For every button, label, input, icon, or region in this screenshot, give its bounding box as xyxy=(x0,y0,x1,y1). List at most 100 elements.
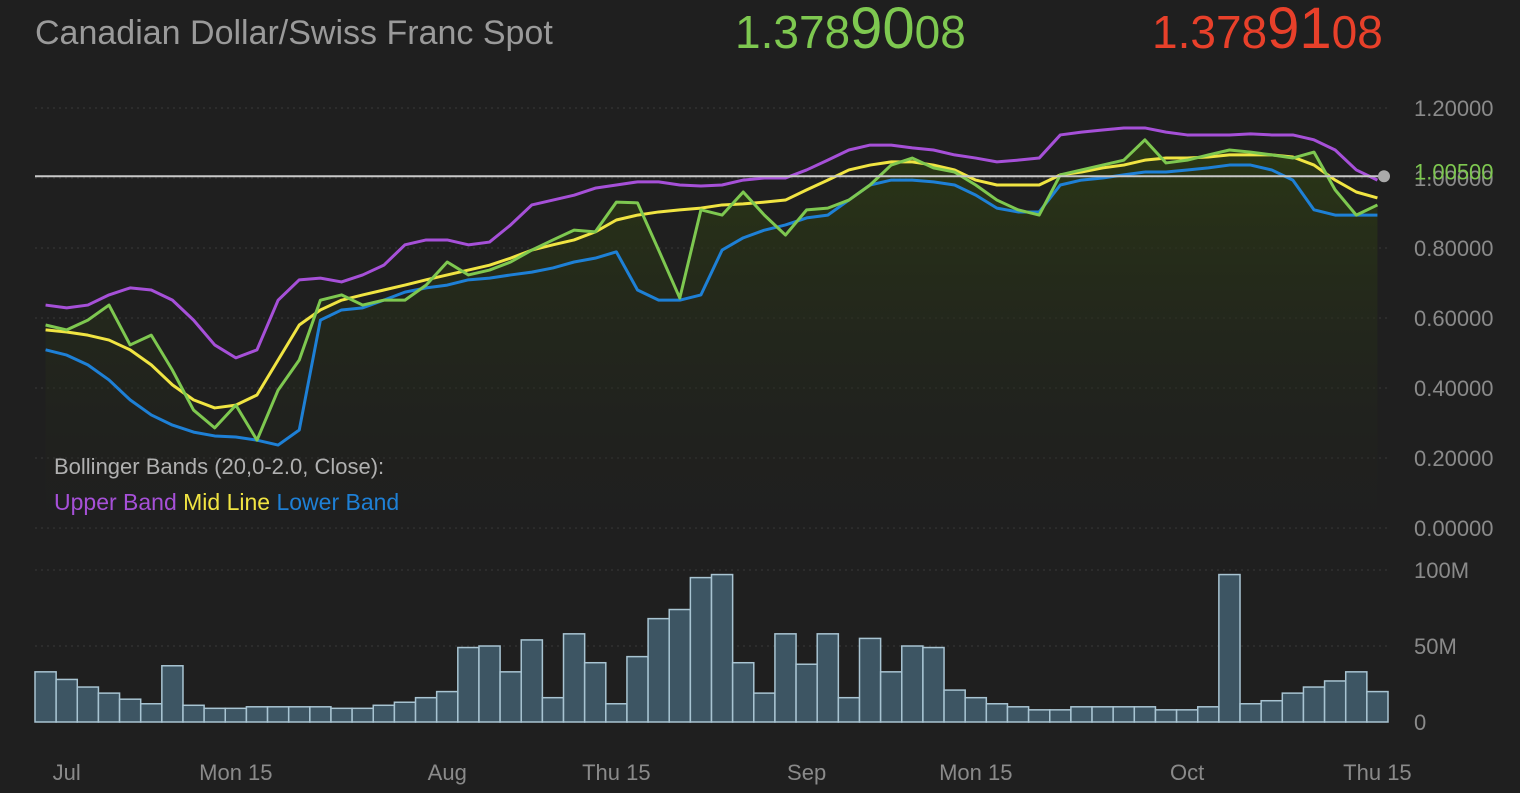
volume-bar xyxy=(224,707,248,723)
volume-bar xyxy=(1027,709,1051,723)
volume-bar xyxy=(795,663,818,723)
volume-bar xyxy=(985,703,1009,723)
volume-bar xyxy=(1112,706,1136,723)
volume-bar xyxy=(1049,709,1072,723)
x-tick-label: Thu 15 xyxy=(582,760,651,785)
x-tick-label: Oct xyxy=(1170,760,1204,785)
volume-bar xyxy=(34,671,57,723)
volume-bar xyxy=(562,633,586,723)
volume-bar xyxy=(457,646,480,723)
volume-bar xyxy=(647,617,670,723)
volume-bar xyxy=(1133,706,1157,723)
y-tick-label: 50M xyxy=(1414,634,1457,659)
x-tick-label: Mon 15 xyxy=(199,760,272,785)
volume-bar xyxy=(731,661,755,723)
legend: Upper Band Mid Line Lower Band xyxy=(54,489,399,515)
volume-bar xyxy=(245,706,269,723)
legend-entry: Lower Band xyxy=(276,489,399,515)
volume-bar xyxy=(520,639,544,723)
x-tick-label: Sep xyxy=(787,760,826,785)
y-tick-label: 0.00000 xyxy=(1414,516,1494,541)
last-price-dot xyxy=(1378,170,1390,183)
volume-bar xyxy=(858,637,882,723)
volume-bar xyxy=(1091,706,1114,723)
volume-bar xyxy=(1323,680,1347,723)
volume-bar xyxy=(393,701,417,723)
plot: 1.20000 1.00000 0.80000 0.60000 0.40000 0.200… xyxy=(34,96,1494,785)
volume-bar xyxy=(55,678,79,723)
volume-bar xyxy=(372,704,396,723)
volume-bar xyxy=(816,633,840,723)
volume-bar xyxy=(583,661,607,723)
volume-bar xyxy=(710,573,734,723)
x-tick-label: Mon 15 xyxy=(939,760,1012,785)
volume-bar xyxy=(1218,573,1241,723)
y-tick-label: 0.80000 xyxy=(1414,236,1494,261)
volume-bar xyxy=(76,686,100,723)
volume-bar xyxy=(478,645,501,723)
volume-bar xyxy=(922,646,945,723)
volume-bar xyxy=(879,671,903,723)
ask-suffix: 08 xyxy=(1332,6,1383,58)
last-price-label: 1.00500 xyxy=(1414,159,1494,184)
close-line xyxy=(45,138,1379,442)
volume-bar xyxy=(605,703,628,723)
volume-bar xyxy=(1154,709,1178,723)
volume-bar xyxy=(414,696,438,723)
x-tick-label: Thu 15 xyxy=(1343,760,1412,785)
x-tick-label: Jul xyxy=(53,760,81,785)
legend-entry: Mid Line xyxy=(183,489,270,515)
y-tick-label: 0 xyxy=(1414,710,1426,735)
volume-bar xyxy=(943,689,966,723)
volume-bar xyxy=(626,655,649,723)
volume-bar xyxy=(1239,703,1262,723)
volume-bar xyxy=(668,608,692,723)
band-line xyxy=(45,153,1378,410)
volume-bar xyxy=(287,706,311,723)
y-tick-label: 0.20000 xyxy=(1414,446,1494,471)
volume-bar xyxy=(330,707,353,723)
bid-price: 1.3789008 xyxy=(735,0,966,61)
ask-price: 1.3789108 xyxy=(1152,0,1383,61)
y-tick-label: 100M xyxy=(1414,558,1469,583)
volume-bar xyxy=(901,645,924,723)
y-tick-label: 0.40000 xyxy=(1414,376,1494,401)
volume-bar xyxy=(266,706,290,723)
y-tick-label: 1.20000 xyxy=(1414,96,1494,121)
volume-bar xyxy=(97,692,121,723)
volume-bar xyxy=(689,576,713,723)
volume-bar xyxy=(1344,671,1368,723)
band-line xyxy=(45,126,1379,360)
volume-bar xyxy=(964,696,988,723)
volume-bar xyxy=(435,690,459,723)
bid-suffix: 08 xyxy=(915,6,966,58)
volume-bar xyxy=(1006,706,1030,723)
x-tick-label: Aug xyxy=(428,760,467,785)
volume-bar xyxy=(161,665,184,723)
legend-title: Bollinger Bands (20,0-2.0, Close): xyxy=(54,454,384,479)
y-tick-label: 0.60000 xyxy=(1414,306,1494,331)
ask-prefix: 1.378 xyxy=(1152,6,1267,58)
volume-bar xyxy=(139,703,163,723)
volume-bar xyxy=(203,707,227,723)
volume-bar xyxy=(1302,686,1326,723)
volume-bar xyxy=(182,704,205,723)
legend-entry: Upper Band xyxy=(54,489,177,515)
volume-bar xyxy=(541,696,565,723)
volume-bar xyxy=(1281,692,1305,723)
volume-bar xyxy=(1175,709,1199,723)
volume-bar xyxy=(499,671,522,723)
ask-big: 91 xyxy=(1267,0,1332,61)
volume-bar xyxy=(837,696,861,723)
volume-bar xyxy=(774,633,797,723)
bid-big: 90 xyxy=(850,0,915,61)
bid-prefix: 1.378 xyxy=(735,6,850,58)
close-area xyxy=(45,139,1378,528)
volume-bar xyxy=(1260,699,1284,723)
volume-bar xyxy=(753,692,776,723)
title: Canadian Dollar/Swiss Franc Spot xyxy=(35,14,553,52)
band-line xyxy=(45,163,1378,447)
volume-bar xyxy=(351,707,374,723)
volume-bar xyxy=(1366,690,1389,723)
